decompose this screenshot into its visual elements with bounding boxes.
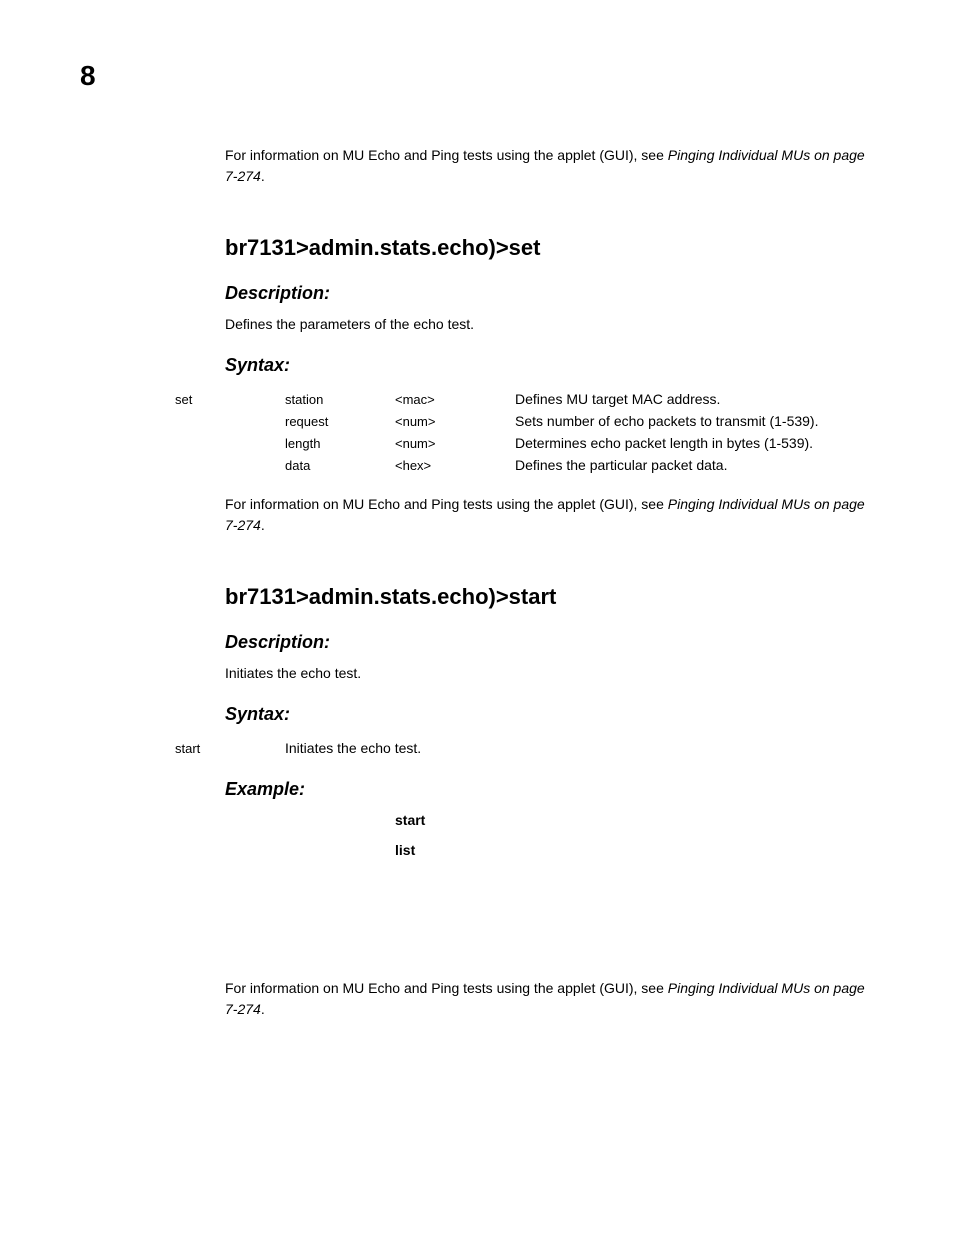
- page-content: For information on MU Echo and Ping test…: [225, 145, 874, 1020]
- set-heading: br7131>admin.stats.echo)>set: [225, 235, 874, 261]
- syntax-param: station: [285, 392, 395, 407]
- start-ref-prefix: For information on MU Echo and Ping test…: [225, 980, 668, 996]
- syntax-cmd: start: [175, 741, 285, 756]
- syntax-param: request: [285, 414, 395, 429]
- set-ref-prefix: For information on MU Echo and Ping test…: [225, 496, 668, 512]
- syntax-arg: <mac>: [395, 392, 515, 407]
- start-syntax-label: Syntax:: [225, 704, 874, 725]
- syntax-row: set station <mac> Defines MU target MAC …: [175, 388, 874, 410]
- syntax-arg: <num>: [395, 414, 515, 429]
- start-description-label: Description:: [225, 632, 874, 653]
- syntax-row: data <hex> Defines the particular packet…: [175, 454, 874, 476]
- syntax-desc: Defines the particular packet data.: [515, 457, 874, 473]
- set-description-label: Description:: [225, 283, 874, 304]
- example-line: list: [395, 842, 874, 858]
- set-syntax-table: set station <mac> Defines MU target MAC …: [175, 388, 874, 476]
- intro-ref-prefix: For information on MU Echo and Ping test…: [225, 147, 668, 163]
- syntax-param: length: [285, 436, 395, 451]
- syntax-row: length <num> Determines echo packet leng…: [175, 432, 874, 454]
- syntax-cmd: set: [175, 392, 285, 407]
- syntax-desc: Determines echo packet length in bytes (…: [515, 435, 874, 451]
- syntax-param: data: [285, 458, 395, 473]
- page-number: 8: [80, 60, 96, 92]
- start-example-label: Example:: [225, 779, 874, 800]
- example-line: start: [395, 812, 874, 828]
- syntax-arg: <hex>: [395, 458, 515, 473]
- set-syntax-label: Syntax:: [225, 355, 874, 376]
- syntax-arg: <num>: [395, 436, 515, 451]
- set-ref-suffix: .: [261, 517, 265, 533]
- syntax-row: start Initiates the echo test.: [175, 737, 874, 759]
- syntax-desc: Sets number of echo packets to transmit …: [515, 413, 874, 429]
- start-ref-suffix: .: [261, 1001, 265, 1017]
- start-syntax-table: start Initiates the echo test.: [175, 737, 874, 759]
- set-ref: For information on MU Echo and Ping test…: [225, 494, 874, 536]
- syntax-desc: Initiates the echo test.: [285, 740, 874, 756]
- start-ref: For information on MU Echo and Ping test…: [225, 978, 874, 1020]
- set-description-text: Defines the parameters of the echo test.: [225, 314, 874, 335]
- start-description-text: Initiates the echo test.: [225, 663, 874, 684]
- start-heading: br7131>admin.stats.echo)>start: [225, 584, 874, 610]
- syntax-desc: Defines MU target MAC address.: [515, 391, 874, 407]
- intro-ref: For information on MU Echo and Ping test…: [225, 145, 874, 187]
- intro-ref-suffix: .: [261, 168, 265, 184]
- syntax-row: request <num> Sets number of echo packet…: [175, 410, 874, 432]
- example-block: start list: [395, 812, 874, 858]
